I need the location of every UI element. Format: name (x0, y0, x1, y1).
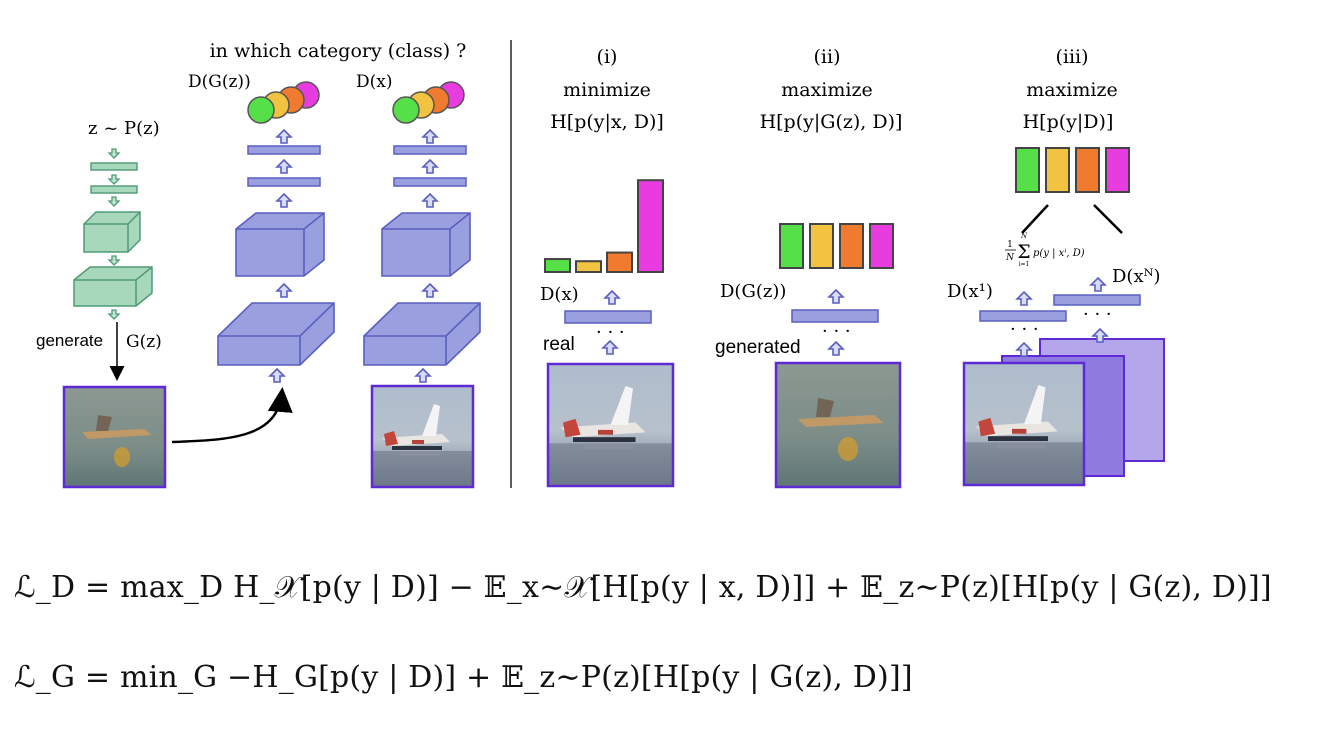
real-image-left (370, 384, 475, 489)
col2-bar-chart (779, 223, 894, 269)
col1-expr: H[p(y|x, D)] (550, 111, 664, 133)
loss-d-equation: ℒ_D = max_D H_𝒳[p(y | D)] − 𝔼_x∼𝒳[H[p(y … (14, 570, 1272, 605)
col2-input-label: generated (715, 337, 801, 358)
col3-average-formula: 1 N N Σ i=1 p(y | xⁱ, D) (1005, 232, 1085, 268)
svg-text:p(y | xⁱ, D): p(y | xⁱ, D) (1033, 248, 1085, 259)
svg-text:N: N (1005, 253, 1015, 263)
col3-op: maximize (1026, 79, 1117, 101)
generated-image-left (62, 385, 167, 489)
generator-stack (73, 148, 153, 320)
discriminator-stack-fake (217, 129, 335, 383)
loss-g-text: ℒ_G = min_G −H_G[p(y | D)] + 𝔼_z∼P(z)[H[… (14, 660, 913, 695)
col1-input-label: real (543, 334, 575, 355)
svg-text:Σ: Σ (1017, 241, 1030, 263)
class-circles-dx (392, 81, 465, 124)
col3-sum-upper: N (1020, 232, 1028, 240)
col3-sum-lower: i=1 (1019, 261, 1030, 268)
question-label: in which category (class) ? (210, 40, 467, 62)
col2-bar-magenta (869, 223, 894, 269)
col3-index: (iii) (1055, 46, 1088, 68)
gz-label: G(z) (126, 332, 162, 352)
dgz-label: D(G(z)) (188, 72, 251, 92)
col3-dots-1: · · · (1010, 319, 1039, 340)
col1-real-image (546, 362, 675, 488)
col3-branch-right (1093, 204, 1123, 234)
col1-bar-chart (544, 179, 664, 274)
generate-label: generate (36, 331, 103, 350)
col3-branch-left (1021, 204, 1049, 234)
col2-bar-yellow (809, 223, 834, 269)
col1-bar-orange (606, 251, 633, 273)
col3-bar-chart (1015, 147, 1130, 193)
col3-expr: H[p(y|D)] (1023, 111, 1114, 133)
col2-layer (791, 309, 879, 323)
svg-text:1: 1 (1007, 240, 1013, 250)
class-circles-dgz (247, 81, 320, 124)
col2-d-label: D(G(z)) (720, 281, 786, 302)
discriminator-stack-real (363, 129, 481, 383)
z-prior-label: z ~ P(z) (88, 118, 160, 139)
col1-dots: · · · (596, 322, 625, 343)
dx-label: D(x) (356, 72, 392, 92)
col1-bar-green (544, 258, 571, 274)
loss-d-text: ℒ_D = max_D H_𝒳[p(y | D)] − 𝔼_x∼𝒳[H[p(y … (14, 570, 1272, 605)
col3-dots-n: · · · (1083, 304, 1112, 325)
feed-arrow (171, 387, 293, 444)
col3-image-stack (962, 328, 1165, 487)
col2-op: maximize (781, 79, 872, 101)
col1-bar-yellow (575, 260, 602, 274)
col2-generated-image (774, 361, 902, 489)
loss-g-equation: ℒ_G = min_G −H_G[p(y | D)] + 𝔼_z∼P(z)[H[… (14, 660, 913, 695)
col3-bar-yellow (1045, 147, 1070, 193)
col1-op: minimize (563, 79, 651, 101)
col2-expr: H[p(y|G(z), D)] (760, 111, 903, 133)
col2-dots: · · · (822, 321, 851, 342)
col1-d-label: D(x) (540, 284, 579, 305)
col2-index: (ii) (814, 46, 841, 68)
col2-bar-green (779, 223, 804, 269)
col3-bar-green (1015, 147, 1040, 193)
col2-bar-orange (839, 223, 864, 269)
col3-bar-orange (1075, 147, 1100, 193)
col1-layer (564, 310, 652, 324)
col1-index: (i) (597, 46, 618, 68)
col3-layer-n (1053, 294, 1141, 306)
col1-bar-magenta (637, 179, 664, 273)
col3-d-label-1: D(x¹) (947, 281, 993, 302)
col3-layer-1 (979, 310, 1067, 322)
col3-bar-magenta (1105, 147, 1130, 193)
col3-d-label-n: D(xᴺ) (1112, 266, 1161, 287)
